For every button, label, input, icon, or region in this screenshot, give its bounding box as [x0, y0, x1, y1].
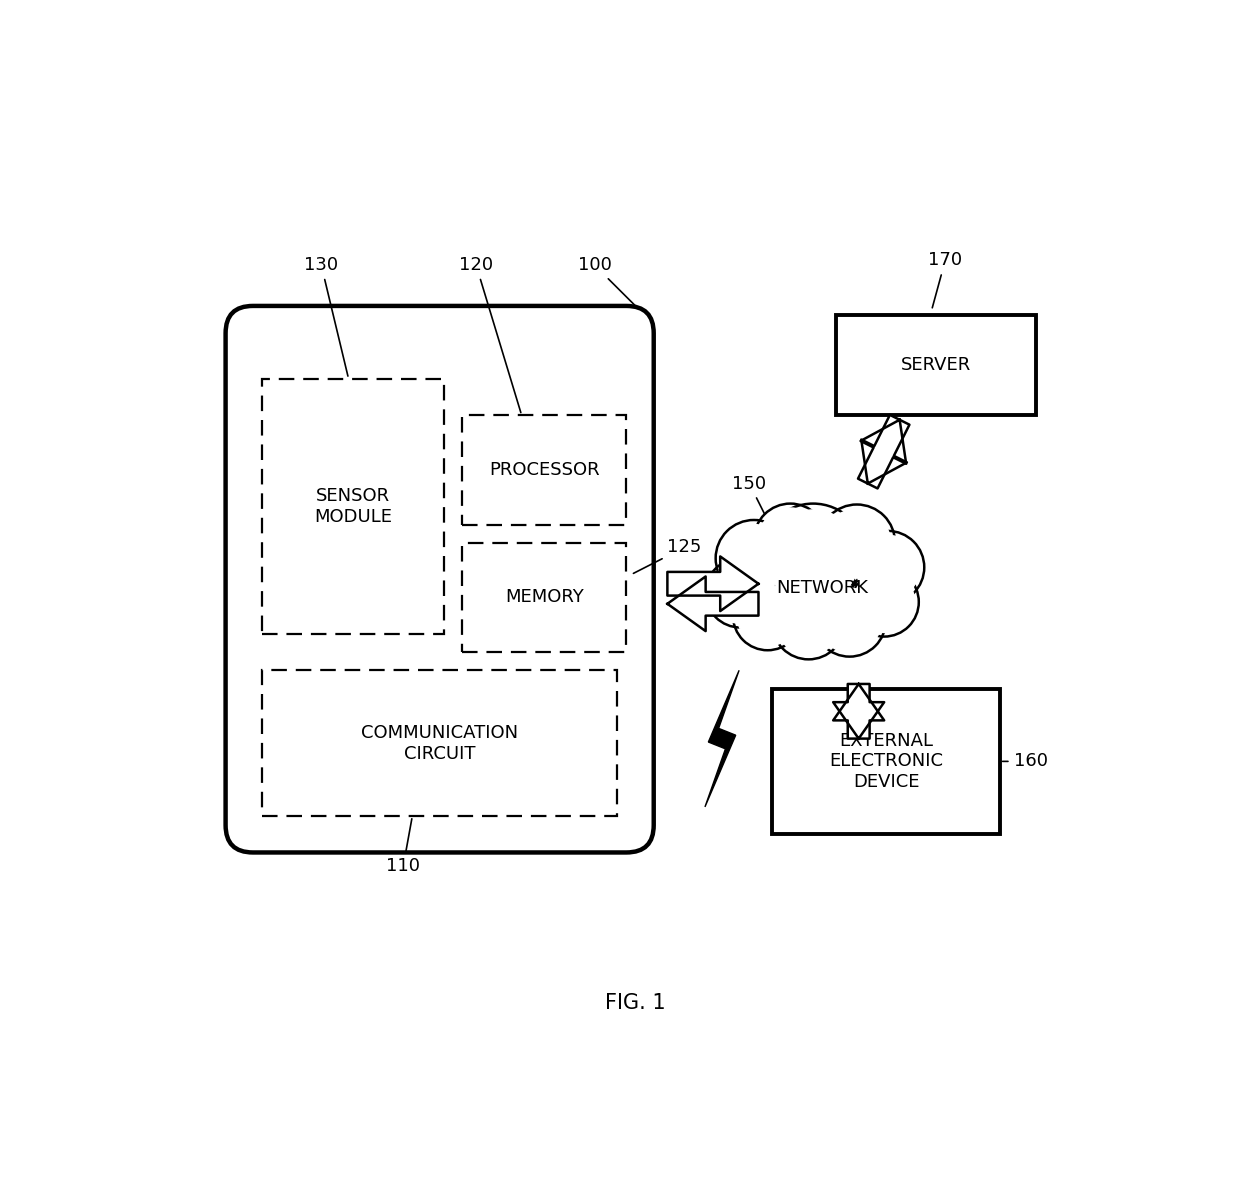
- Text: 120: 120: [459, 256, 521, 413]
- Text: 100: 100: [578, 256, 639, 309]
- Text: FIG. 1: FIG. 1: [605, 993, 666, 1013]
- Text: SENSOR
MODULE: SENSOR MODULE: [314, 487, 392, 525]
- Text: NETWORK: NETWORK: [776, 580, 868, 597]
- Circle shape: [737, 586, 799, 646]
- Text: MEMORY: MEMORY: [505, 588, 584, 607]
- FancyBboxPatch shape: [262, 671, 618, 816]
- Text: 150: 150: [733, 474, 775, 536]
- Circle shape: [706, 558, 775, 627]
- Polygon shape: [833, 684, 884, 738]
- Text: 130: 130: [304, 256, 348, 376]
- Circle shape: [773, 587, 844, 659]
- FancyBboxPatch shape: [773, 689, 999, 834]
- Text: 125: 125: [634, 538, 702, 574]
- Circle shape: [715, 521, 792, 596]
- Circle shape: [823, 509, 890, 576]
- Circle shape: [766, 510, 859, 603]
- Polygon shape: [833, 684, 884, 738]
- Circle shape: [776, 590, 841, 655]
- FancyBboxPatch shape: [836, 315, 1037, 415]
- Text: 160: 160: [1003, 752, 1048, 770]
- Circle shape: [817, 588, 882, 652]
- Text: PROCESSOR: PROCESSOR: [489, 461, 600, 479]
- Polygon shape: [858, 420, 906, 489]
- Circle shape: [852, 531, 924, 603]
- Circle shape: [818, 504, 895, 581]
- Text: SERVER: SERVER: [901, 356, 971, 374]
- Circle shape: [709, 562, 771, 623]
- FancyBboxPatch shape: [463, 415, 626, 524]
- Circle shape: [754, 504, 827, 576]
- Circle shape: [720, 524, 787, 592]
- Circle shape: [759, 508, 822, 573]
- Text: COMMUNICATION
CIRCUIT: COMMUNICATION CIRCUIT: [361, 724, 518, 763]
- Circle shape: [733, 581, 802, 651]
- Circle shape: [760, 504, 866, 609]
- Text: 110: 110: [386, 819, 420, 875]
- Circle shape: [849, 568, 919, 636]
- Polygon shape: [667, 556, 759, 612]
- Circle shape: [856, 535, 920, 600]
- FancyBboxPatch shape: [463, 543, 626, 652]
- Polygon shape: [706, 671, 739, 807]
- FancyBboxPatch shape: [262, 379, 444, 634]
- Text: EXTERNAL
ELECTRONIC
DEVICE: EXTERNAL ELECTRONIC DEVICE: [830, 731, 942, 791]
- Polygon shape: [862, 415, 909, 484]
- Circle shape: [853, 571, 915, 633]
- Text: 170: 170: [929, 252, 962, 308]
- Circle shape: [813, 583, 887, 657]
- FancyBboxPatch shape: [226, 306, 653, 853]
- Polygon shape: [667, 576, 759, 631]
